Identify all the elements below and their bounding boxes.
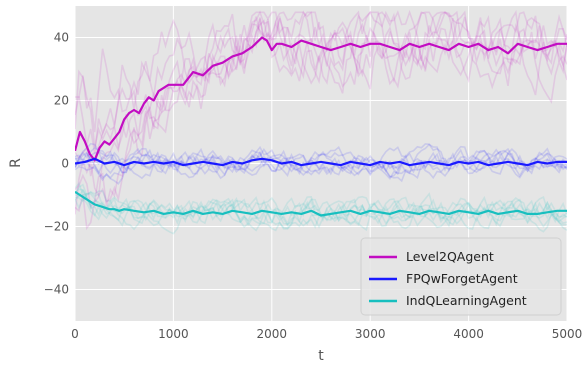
series-0-run-2 — [75, 10, 567, 209]
series-line-2 — [75, 190, 567, 217]
series-1-run-4 — [75, 146, 567, 176]
legend-label-fpqwforget: FPQwForgetAgent — [406, 271, 518, 286]
x-tick-label: 2000 — [257, 327, 288, 341]
series-1-run-3 — [75, 146, 567, 178]
x-axis-label: t — [318, 348, 324, 364]
y-tick-label: −20 — [44, 220, 69, 234]
series-2-run-2 — [75, 181, 567, 229]
x-tick-label: 4000 — [453, 327, 484, 341]
series-1-run-2 — [75, 142, 567, 177]
series-0-run-0 — [75, 14, 567, 231]
series-1-run-1 — [75, 147, 567, 180]
legend-box — [360, 237, 562, 316]
legend-label-level2q: Level2QAgent — [406, 249, 494, 264]
legend: Level2QAgent FPQwForgetAgent IndQLearnin… — [360, 237, 562, 316]
y-tick-label: 0 — [61, 157, 69, 171]
series-0-run-6 — [75, 11, 567, 133]
series-line-0 — [75, 36, 567, 162]
series-0-run-1 — [75, 10, 567, 215]
y-tick-label: 20 — [54, 94, 69, 108]
x-tick-labels: 0 1000 2000 3000 4000 5000 — [71, 327, 582, 341]
y-tick-labels: −40 −20 0 20 40 — [44, 31, 69, 297]
series-lines — [75, 36, 567, 217]
series-1-run-6 — [75, 143, 567, 183]
x-tick-label: 0 — [71, 327, 79, 341]
series-0-run-5 — [75, 10, 567, 148]
x-tick-label: 3000 — [355, 327, 386, 341]
x-tick-label: 5000 — [552, 327, 583, 341]
y-axis-label: R — [8, 158, 24, 168]
y-tick-label: −40 — [44, 283, 69, 297]
legend-label-indqlearning: IndQLearningAgent — [406, 293, 527, 308]
series-0-run-3 — [75, 9, 567, 177]
series-line-1 — [75, 157, 567, 167]
series-2-run-1 — [75, 191, 567, 235]
y-tick-label: 40 — [54, 31, 69, 45]
x-tick-label: 1000 — [158, 327, 189, 341]
